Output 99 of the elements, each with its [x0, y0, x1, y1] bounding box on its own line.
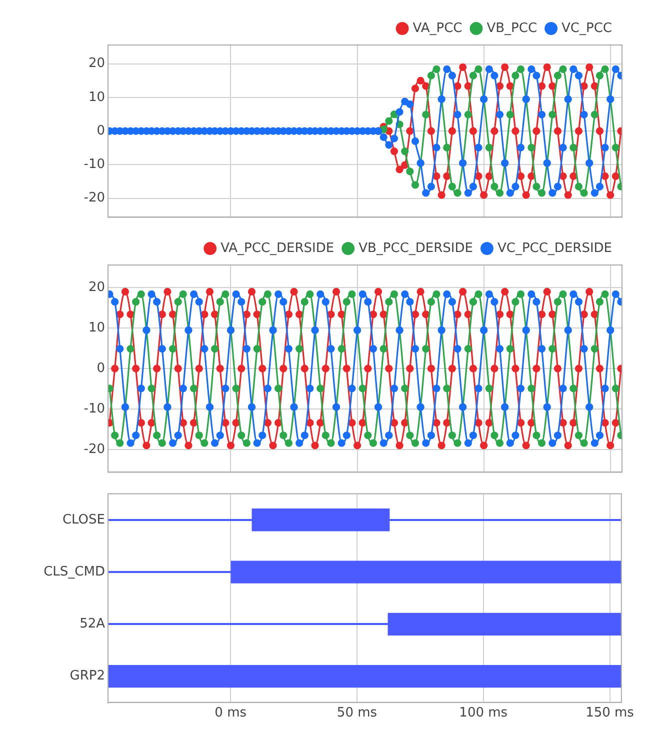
point	[422, 110, 430, 118]
y-tick-label: 52A	[80, 616, 106, 632]
point	[385, 117, 393, 125]
point	[601, 172, 609, 180]
point	[427, 72, 435, 80]
point	[548, 110, 556, 118]
point	[443, 144, 451, 152]
point	[485, 144, 493, 152]
legend-label: VB_PCC_DERSIDE	[358, 240, 473, 256]
point	[522, 191, 530, 199]
point	[480, 191, 488, 199]
point	[532, 127, 540, 135]
point	[538, 189, 546, 197]
y-tick-label: 0	[96, 360, 105, 376]
point	[490, 127, 498, 135]
point	[548, 82, 556, 90]
point	[443, 172, 451, 180]
point	[422, 82, 430, 90]
point	[512, 127, 520, 135]
point	[506, 82, 514, 90]
point	[506, 110, 514, 118]
x-tick-label: 100 ms	[459, 706, 508, 721]
point	[496, 189, 504, 197]
y-tick-label: -20	[84, 442, 105, 457]
legend-label: VB_PCC	[486, 20, 538, 36]
point	[586, 63, 594, 71]
y-tick-label: -10	[84, 401, 105, 416]
point	[559, 172, 567, 180]
point	[406, 168, 414, 176]
point	[454, 82, 462, 90]
point	[590, 110, 598, 118]
point	[454, 189, 462, 197]
point	[554, 127, 562, 135]
x-tick-label: 0 ms	[214, 706, 247, 721]
point	[496, 82, 504, 90]
point	[516, 172, 525, 180]
point	[411, 84, 420, 92]
point	[554, 72, 562, 80]
point	[401, 147, 409, 156]
point	[501, 63, 509, 71]
legend-label: VC_PCC	[562, 20, 612, 36]
point	[574, 127, 583, 135]
point	[516, 65, 525, 74]
point	[532, 182, 540, 190]
point	[596, 72, 604, 80]
point	[570, 172, 578, 180]
point	[406, 127, 414, 135]
point	[580, 189, 588, 197]
point	[590, 82, 598, 90]
point	[438, 191, 446, 199]
point	[469, 72, 477, 80]
point	[559, 65, 567, 74]
point	[538, 82, 546, 90]
point	[512, 72, 520, 80]
legend-label: VC_PCC_DERSIDE	[497, 240, 612, 256]
point	[432, 172, 440, 180]
point	[448, 182, 456, 190]
point	[570, 144, 578, 152]
y-tick-label: CLS_CMD	[44, 564, 105, 580]
point	[601, 65, 609, 74]
y-tick-label: 10	[88, 90, 105, 105]
point	[528, 144, 536, 152]
y-tick-label: -10	[84, 157, 105, 172]
point	[432, 65, 440, 74]
point	[612, 144, 620, 152]
y-tick-label: GRP2	[70, 668, 105, 684]
point	[411, 181, 420, 189]
point	[528, 172, 536, 180]
x-tick-label: 150 ms	[586, 706, 634, 721]
point	[564, 191, 572, 199]
point	[580, 82, 588, 90]
y-tick-label: CLOSE	[62, 512, 105, 528]
point	[396, 166, 404, 174]
point	[490, 182, 498, 190]
point	[416, 76, 424, 84]
point	[485, 172, 493, 180]
point	[390, 110, 398, 118]
point	[596, 127, 604, 135]
y-tick-label: -20	[84, 190, 105, 206]
point	[612, 172, 620, 180]
point	[464, 110, 472, 118]
point	[427, 127, 435, 135]
point	[464, 82, 472, 90]
legend-label: VA_PCC	[412, 20, 462, 36]
point	[543, 63, 551, 71]
x-tick-label: 50 ms	[336, 706, 378, 721]
point	[574, 182, 583, 190]
point	[390, 147, 398, 156]
y-tick-label: 20	[88, 280, 105, 296]
point	[459, 63, 467, 71]
point	[606, 191, 614, 199]
point	[469, 127, 477, 135]
y-tick-label: 20	[88, 56, 105, 72]
y-tick-label: 10	[88, 320, 105, 336]
legend-label: VA_PCC_DERSIDE	[220, 240, 334, 256]
point	[474, 172, 482, 180]
y-tick-label: 0	[96, 123, 105, 138]
point	[474, 65, 482, 74]
point	[448, 127, 456, 135]
